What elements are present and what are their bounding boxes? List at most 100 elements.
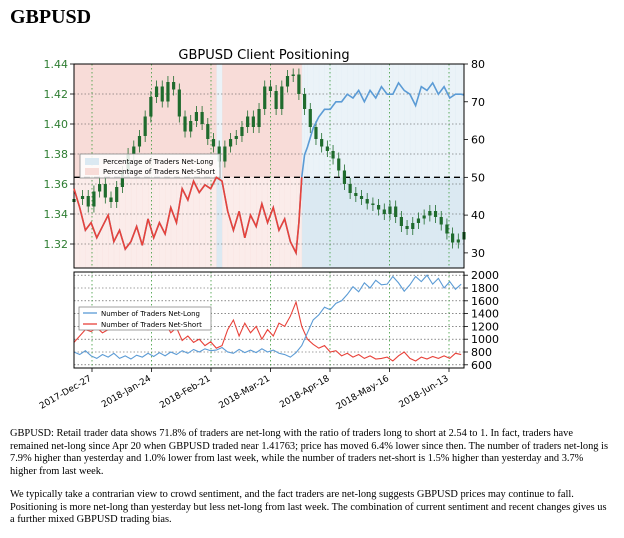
sentiment-fill-segment bbox=[358, 64, 365, 178]
sentiment-fill-segment bbox=[170, 64, 177, 178]
panel-frame bbox=[73, 63, 465, 269]
date-axis: 2017-Dec-27 2018-Jan-24 2018-Feb-21 2018-Ma… bbox=[38, 368, 451, 412]
sentiment-fill-segment bbox=[347, 64, 354, 178]
price-candle-body bbox=[194, 112, 199, 121]
percent-tick-label: 70 bbox=[471, 96, 485, 109]
price-candle-body bbox=[120, 172, 124, 187]
sentiment-fill-segment bbox=[426, 177, 434, 268]
price-candle-body bbox=[223, 146, 227, 162]
price-candle-body bbox=[297, 74, 301, 94]
legend-label-count-long: Number of Traders Net-Long bbox=[101, 310, 200, 318]
sentiment-fill-segment bbox=[148, 177, 155, 268]
sentiment-fill-segment bbox=[455, 64, 462, 178]
sentiment-fill-segment bbox=[261, 64, 268, 178]
sentiment-fill-segment bbox=[261, 177, 268, 268]
sentiment-fill-segment bbox=[415, 64, 422, 178]
price-candle-body bbox=[394, 206, 398, 217]
date-tick-label: 2017-Dec-27 bbox=[38, 374, 93, 412]
price-axis: 1.44 1.42 1.40 1.38 1.36 1.34 1.32 bbox=[44, 58, 74, 251]
chart-title: GBPUSD Client Positioning bbox=[178, 48, 349, 63]
price-candle-body bbox=[320, 139, 324, 147]
price-candle-body bbox=[280, 86, 284, 109]
price-tick-label: 1.32 bbox=[44, 238, 69, 251]
percent-tick-label: 80 bbox=[471, 58, 485, 71]
date-tick-label: 2018-Feb-21 bbox=[158, 374, 212, 411]
price-candle-body bbox=[456, 239, 460, 243]
sentiment-fill-segment bbox=[256, 177, 263, 268]
sentiment-fill-segment bbox=[187, 177, 194, 268]
sentiment-fill-segment bbox=[449, 177, 456, 268]
sentiment-fill-segment bbox=[227, 64, 234, 178]
sentiment-fill-segment bbox=[222, 64, 229, 178]
sentiment-fill-segment bbox=[318, 177, 325, 268]
sentiment-fill-segment bbox=[298, 64, 303, 178]
net-long-count-line bbox=[73, 274, 462, 360]
price-candle-body bbox=[240, 127, 244, 136]
price-candle-body bbox=[206, 124, 210, 139]
sentiment-fill-segment bbox=[409, 64, 417, 178]
percent-axis: 80 70 60 50 40 30 bbox=[464, 58, 485, 260]
price-candle-body bbox=[382, 209, 386, 214]
price-candle-body bbox=[451, 233, 455, 243]
sentiment-fill-segment bbox=[330, 177, 337, 268]
price-candle-body bbox=[149, 97, 153, 117]
sentiment-fill-segment bbox=[358, 177, 365, 268]
price-tick-label: 1.34 bbox=[44, 208, 69, 221]
price-sentiment-panel: 1.44 1.42 1.40 1.38 1.36 1.34 1.32 80 70 60 50 40 3… bbox=[44, 58, 485, 269]
count-legend: Number of Traders Net-Long Number of Tra… bbox=[78, 306, 212, 331]
sentiment-fill-segment bbox=[153, 177, 160, 268]
sentiment-fill-segment bbox=[193, 177, 200, 268]
price-candle-body bbox=[80, 196, 85, 199]
price-candle-body bbox=[143, 116, 147, 136]
sentiment-fill-segment bbox=[404, 64, 411, 178]
price-candle-body bbox=[422, 215, 426, 219]
sentiment-fill-segment bbox=[278, 64, 286, 178]
price-candle-body bbox=[257, 109, 261, 127]
price-candle-body bbox=[302, 94, 307, 109]
sentiment-fill-segment bbox=[381, 177, 388, 268]
price-candle-body bbox=[325, 146, 329, 151]
sentiment-fill-segment bbox=[91, 64, 98, 178]
legend-label-short: Percentage of Traders Net-Short bbox=[103, 168, 215, 176]
price-candle-body bbox=[314, 127, 318, 139]
price-candle-body bbox=[445, 224, 449, 234]
price-candle-body bbox=[359, 196, 364, 199]
price-candle-body bbox=[285, 76, 290, 87]
price-candle-body bbox=[109, 197, 113, 202]
price-candle-body bbox=[166, 82, 170, 102]
sentiment-fill-segment bbox=[318, 64, 325, 178]
sentiment-fill-segment bbox=[307, 177, 314, 268]
sentiment-legend: Percentage of Traders Net-Long Percentag… bbox=[79, 153, 221, 179]
trading-bias-paragraph: We typically take a contrarian view to c… bbox=[10, 489, 607, 526]
sentiment-fill-segment bbox=[364, 64, 371, 178]
sentiment-fill-segment bbox=[108, 64, 115, 178]
sentiment-fill-segment bbox=[375, 177, 382, 268]
count-tick-label: 600 bbox=[471, 359, 492, 372]
sentiment-fill-segment bbox=[341, 177, 348, 268]
count-tick-label: 2000 bbox=[471, 269, 499, 282]
sentiment-fill-segment bbox=[421, 64, 428, 178]
price-candle-body bbox=[115, 187, 119, 202]
percent-tick-label: 30 bbox=[471, 247, 485, 260]
price-candle-body bbox=[86, 196, 90, 207]
sentiment-fill-segment bbox=[216, 64, 223, 178]
price-candle-body bbox=[337, 158, 341, 171]
price-candle-body bbox=[263, 86, 267, 109]
sentiment-fill-segment bbox=[387, 177, 394, 268]
percent-tick-label: 50 bbox=[471, 171, 485, 184]
date-tick-label: 2018-May-16 bbox=[335, 374, 392, 412]
count-tick-label: 1000 bbox=[471, 333, 499, 346]
price-candle-body bbox=[308, 109, 312, 127]
sentiment-fill-segment bbox=[74, 177, 81, 268]
sentiment-fill-segment bbox=[304, 64, 308, 178]
sentiment-fill-segment bbox=[335, 177, 342, 268]
page-heading: GBPUSD bbox=[10, 6, 92, 28]
sentiment-fill-segment bbox=[296, 64, 300, 178]
price-candle-body bbox=[234, 136, 238, 139]
sentiment-fill-segment bbox=[113, 64, 120, 178]
legend-swatch-long bbox=[85, 158, 99, 165]
sentiment-fill-segment bbox=[199, 177, 206, 268]
price-candle-body bbox=[211, 139, 216, 147]
price-tick-label: 1.42 bbox=[44, 88, 69, 101]
sentiment-fill-segment bbox=[125, 177, 132, 268]
